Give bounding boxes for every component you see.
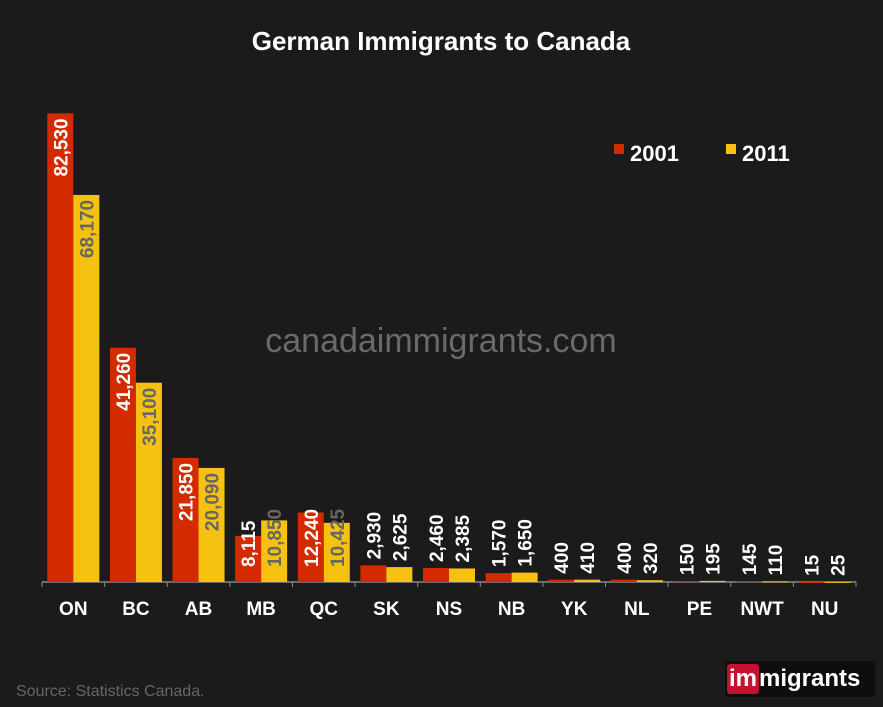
legend-swatch-2001 bbox=[614, 144, 624, 154]
bar-2001-AB bbox=[172, 457, 199, 582]
bar-2001-NS bbox=[423, 568, 449, 582]
data-label: 320 bbox=[641, 542, 662, 574]
x-tick-label: PE bbox=[687, 599, 712, 620]
data-label: 21,850 bbox=[177, 463, 198, 521]
x-tick-label: NWT bbox=[740, 599, 784, 620]
data-label: 1,650 bbox=[516, 519, 537, 567]
bar-2001-ON bbox=[47, 113, 74, 583]
x-tick-label: SK bbox=[373, 599, 400, 620]
data-label: 145 bbox=[740, 543, 761, 575]
data-label: 2,625 bbox=[390, 513, 411, 561]
legend-swatch-2011 bbox=[726, 144, 736, 154]
logo-im: im bbox=[727, 664, 760, 694]
data-label: 82,530 bbox=[51, 118, 72, 176]
bar-2001-NWT bbox=[736, 581, 763, 583]
bar-2011-MB bbox=[261, 520, 288, 582]
bar-2001-QC bbox=[297, 512, 324, 582]
x-tick-label: NB bbox=[498, 599, 525, 620]
data-label: 2,930 bbox=[364, 512, 385, 560]
watermark: canadaimmigrants.com bbox=[265, 322, 616, 360]
x-tick-label: QC bbox=[310, 599, 339, 620]
data-label: 1,570 bbox=[490, 520, 511, 568]
bar-2011-BC bbox=[135, 382, 162, 582]
x-tick-label: NL bbox=[624, 599, 650, 620]
bar-2001-NB bbox=[485, 573, 512, 582]
data-label: 25 bbox=[829, 554, 850, 576]
bar-2011-ON bbox=[73, 194, 100, 582]
x-tick-label: ON bbox=[59, 599, 88, 620]
immigrants-logo: im migrants bbox=[725, 661, 875, 697]
bar-2011-NWT bbox=[762, 581, 789, 583]
data-label: 10,850 bbox=[265, 509, 286, 567]
data-label: 410 bbox=[578, 542, 599, 574]
chart-title: German Immigrants to Canada bbox=[252, 26, 631, 56]
x-tick-label: NS bbox=[436, 599, 462, 620]
data-label: 2,460 bbox=[427, 514, 448, 562]
data-label: 110 bbox=[766, 545, 787, 576]
bar-2011-PE bbox=[699, 580, 726, 582]
legend-label-2001: 2001 bbox=[630, 141, 679, 166]
data-label: 41,260 bbox=[114, 353, 135, 411]
x-tick-label: AB bbox=[185, 599, 212, 620]
source-note: Source: Statistics Canada. bbox=[16, 683, 205, 700]
data-label: 35,100 bbox=[140, 388, 161, 446]
bar-2011-QC bbox=[323, 522, 350, 582]
data-label: 150 bbox=[677, 543, 698, 575]
bar-2001-YK bbox=[548, 579, 575, 582]
bar-2011-YK bbox=[574, 579, 601, 582]
bar-2011-NS bbox=[449, 568, 475, 582]
data-label: 400 bbox=[615, 542, 636, 574]
bar-2001-NU bbox=[798, 581, 825, 583]
bar-2011-AB bbox=[198, 467, 225, 582]
data-label: 15 bbox=[803, 554, 824, 576]
bar-2011-SK bbox=[386, 567, 413, 582]
data-label: 400 bbox=[552, 542, 573, 574]
data-label: 8,115 bbox=[239, 520, 260, 567]
x-tick-label: BC bbox=[122, 599, 150, 620]
x-tick-label: YK bbox=[561, 599, 588, 620]
data-label: 68,170 bbox=[77, 200, 98, 258]
data-label: 2,385 bbox=[453, 514, 474, 562]
bar-2011-NL bbox=[636, 580, 663, 582]
legend-label-2011: 2011 bbox=[742, 141, 790, 166]
legend: 2001 2011 bbox=[614, 141, 790, 166]
bar-2001-NL bbox=[610, 579, 637, 582]
bar-2011-NU bbox=[824, 581, 851, 583]
x-tick-label: NU bbox=[811, 599, 838, 620]
bar-2001-SK bbox=[360, 565, 387, 582]
data-label: 195 bbox=[703, 543, 724, 575]
bar-2001-BC bbox=[109, 347, 136, 582]
bar-2011-NB bbox=[511, 572, 538, 582]
bar-2001-PE bbox=[673, 581, 700, 583]
logo-rest: migrants bbox=[759, 665, 861, 692]
x-tick-label: MB bbox=[246, 599, 276, 620]
data-label: 12,240 bbox=[302, 509, 323, 567]
data-label: 10,425 bbox=[328, 508, 349, 567]
data-label: 20,090 bbox=[203, 473, 224, 531]
bar-2001-MB bbox=[235, 535, 262, 582]
